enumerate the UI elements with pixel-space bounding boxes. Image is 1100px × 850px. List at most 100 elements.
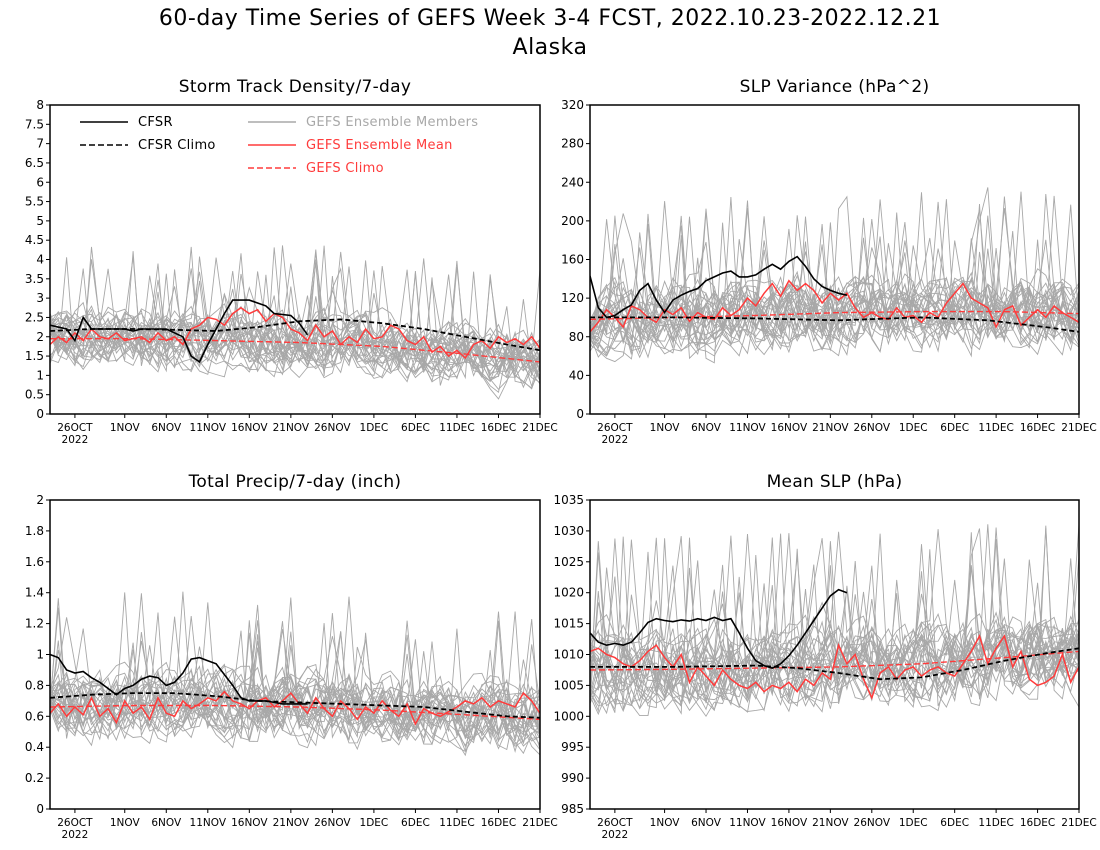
x-year-label: 2022: [601, 829, 628, 841]
x-tick-label: 11NOV: [190, 817, 227, 829]
y-tick-label: 985: [561, 802, 584, 816]
ensemble-member-line: [50, 592, 540, 749]
x-tick-label: 26OCT: [597, 817, 633, 829]
ensemble-member-line: [590, 217, 1079, 363]
y-tick-label: 240: [561, 175, 584, 189]
x-tick-label: 6NOV: [691, 817, 722, 829]
ensemble-member-line: [590, 208, 1079, 350]
x-tick-label: 1DEC: [899, 422, 928, 434]
y-tick-label: 1025: [553, 555, 584, 569]
chart-panel-4: 985 990 995 1000 1005 1010 1015 1020 1025 1030 103…: [553, 472, 1096, 841]
y-tick-label: 2: [36, 330, 44, 344]
plot-area: [50, 591, 540, 757]
y-tick-label: 990: [561, 771, 584, 785]
y-tick-label: 7: [36, 137, 44, 151]
series-cfsr-climo-line: [50, 692, 540, 719]
y-tick-label: 0.8: [25, 678, 44, 692]
y-tick-label: 1035: [553, 493, 584, 507]
ensemble-member-line: [590, 538, 1079, 708]
ensemble-member-line: [590, 222, 1079, 364]
ensemble-member-line: [50, 621, 540, 756]
series-ens-mean-line: [590, 279, 1079, 333]
x-tick-label: 1NOV: [650, 817, 681, 829]
ensemble-member-line: [590, 192, 1079, 358]
y-tick-label: 1.4: [25, 586, 44, 600]
x-tick-label: 11DEC: [978, 422, 1013, 434]
series-gefs-climo-line: [590, 650, 1079, 671]
ensemble-member-line: [590, 538, 1079, 712]
chart-panel-2: 0 40 80 120 160 200 240 280 320 26OCT 1NOV 6NOV 11NO…: [561, 77, 1097, 446]
x-tick-label: 21DEC: [1061, 817, 1096, 829]
y-tick-label: 200: [561, 214, 584, 228]
ensemble-member-line: [50, 644, 540, 749]
y-tick-label: 4.5: [25, 233, 44, 247]
ensemble-member-line: [50, 251, 540, 376]
x-tick-label: 1NOV: [110, 817, 141, 829]
y-tick-label: 7.5: [25, 117, 44, 131]
y-tick-label: 120: [561, 291, 584, 305]
ensemble-member-line: [590, 527, 1079, 707]
ensemble-member-line: [50, 597, 540, 740]
x-tick-label: 16DEC: [1020, 422, 1055, 434]
x-tick-label: 1NOV: [110, 422, 141, 434]
x-tick-label: 21DEC: [522, 817, 557, 829]
x-tick-label: 1DEC: [360, 422, 389, 434]
x-tick-label: 16DEC: [1020, 817, 1055, 829]
x-tick-label: 6DEC: [940, 817, 969, 829]
x-tick-label: 11NOV: [190, 422, 227, 434]
y-tick-label: 0.2: [25, 771, 44, 785]
y-tick-label: 0: [36, 407, 44, 421]
y-tick-label: 280: [561, 137, 584, 151]
x-tick-label: 11DEC: [978, 817, 1013, 829]
y-tick-label: 1.6: [25, 555, 44, 569]
ensemble-member-line: [50, 256, 540, 382]
plot-frame: [589, 104, 1080, 415]
ensemble-member-line: [50, 260, 540, 374]
series-ens-mean-line: [590, 634, 1079, 700]
y-tick-label: 1020: [553, 586, 584, 600]
x-tick-label: 1NOV: [650, 422, 681, 434]
y-tick-label: 3: [36, 291, 44, 305]
x-tick-label: 16NOV: [231, 817, 268, 829]
x-tick-label: 21NOV: [812, 817, 849, 829]
x-tick-label: 26NOV: [854, 422, 891, 434]
y-tick-label: 1.8: [25, 524, 44, 538]
y-tick-label: 1015: [553, 617, 584, 631]
plot-area: [590, 524, 1079, 718]
panel-title: SLP Variance (hPa^2): [740, 77, 930, 97]
page-title-line1: 60-day Time Series of GEFS Week 3-4 FCST…: [158, 6, 942, 31]
x-tick-label: 26OCT: [597, 422, 633, 434]
legend-label: GEFS Ensemble Members: [306, 115, 478, 130]
ensemble-member-line: [50, 634, 540, 753]
x-tick-label: 21NOV: [273, 422, 310, 434]
x-year-label: 2022: [62, 434, 89, 446]
y-tick-label: 5.5: [25, 195, 44, 209]
x-tick-label: 6DEC: [401, 422, 430, 434]
chart-panel-3: 0 0.2 0.4 0.6 0.8 1 1.2 1.4 1.6 1.8 2 26OCT 1NOV 6NOV…: [25, 472, 558, 841]
series-cfsr-line: [590, 588, 848, 669]
plot-area: [590, 187, 1079, 364]
x-tick-label: 26NOV: [314, 422, 351, 434]
y-tick-label: 995: [561, 740, 584, 754]
series-cfsr-line: [590, 255, 848, 319]
x-tick-label: 6NOV: [691, 422, 722, 434]
ensemble-member-line: [50, 642, 540, 757]
series-ens-mean-line: [50, 306, 540, 360]
y-tick-label: 1.5: [25, 349, 44, 363]
x-tick-label: 11NOV: [729, 422, 766, 434]
ensemble-member-line: [50, 316, 540, 400]
x-tick-label: 6DEC: [401, 817, 430, 829]
page-title: 60-day Time Series of GEFS Week 3-4 FCST…: [0, 4, 1100, 62]
series-gefs-climo-line: [50, 704, 540, 721]
series-cfsr-line: [50, 299, 309, 364]
x-tick-label: 16NOV: [771, 422, 808, 434]
ensemble-member-line: [590, 525, 1079, 715]
y-tick-label: 8: [36, 98, 44, 112]
ensemble-member-line: [590, 223, 1079, 359]
legend-label: GEFS Ensemble Mean: [306, 138, 453, 153]
y-tick-label: 2.5: [25, 310, 44, 324]
y-tick-label: 0.5: [25, 388, 44, 402]
x-tick-label: 26NOV: [314, 817, 351, 829]
ensemble-member-line: [590, 560, 1079, 713]
